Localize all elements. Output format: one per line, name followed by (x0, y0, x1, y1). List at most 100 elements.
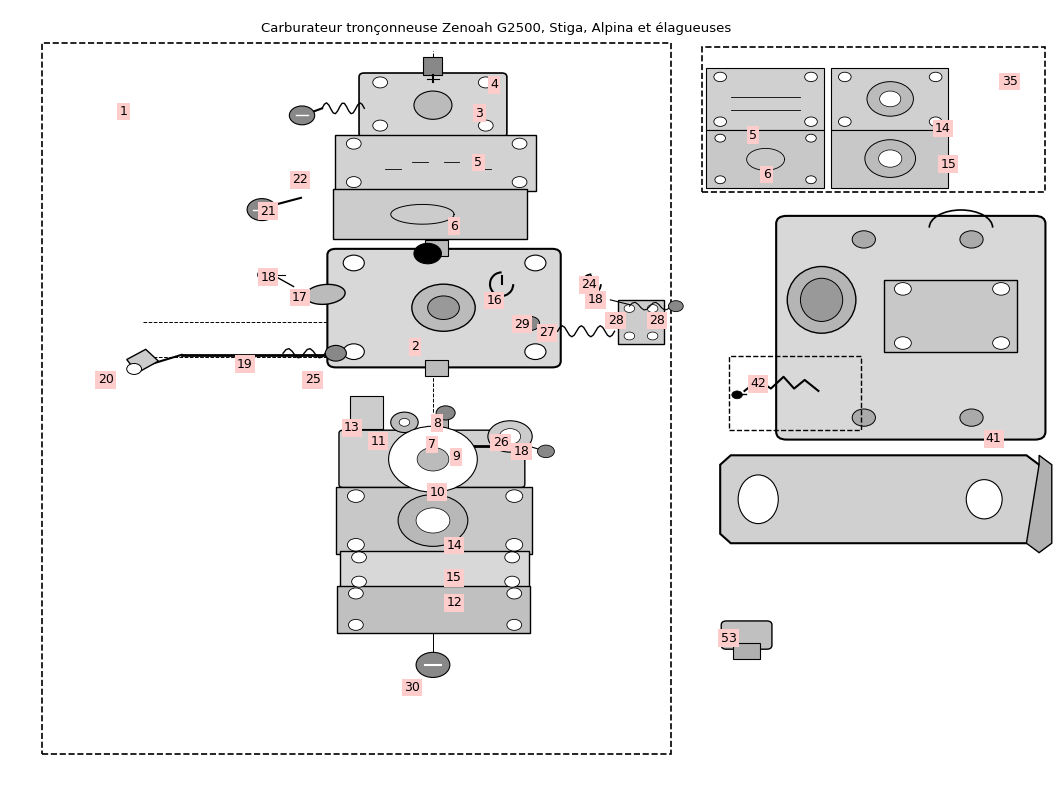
Text: 4: 4 (490, 78, 498, 91)
Text: 6: 6 (762, 168, 771, 181)
Circle shape (416, 508, 450, 533)
Circle shape (624, 305, 635, 312)
Polygon shape (720, 455, 1039, 543)
Circle shape (647, 305, 658, 312)
Text: 29: 29 (514, 318, 529, 330)
Text: 20: 20 (97, 374, 114, 386)
Text: 18: 18 (513, 445, 530, 458)
Circle shape (505, 552, 520, 563)
Circle shape (525, 344, 546, 360)
Text: 5: 5 (474, 156, 483, 169)
Circle shape (343, 255, 364, 271)
FancyBboxPatch shape (884, 280, 1017, 352)
Circle shape (373, 77, 388, 88)
Circle shape (347, 539, 364, 551)
Text: 6: 6 (450, 220, 458, 232)
FancyBboxPatch shape (831, 130, 948, 188)
Circle shape (668, 301, 683, 312)
FancyBboxPatch shape (776, 216, 1045, 440)
Circle shape (398, 495, 468, 546)
Circle shape (993, 337, 1010, 349)
Text: 13: 13 (344, 422, 359, 434)
Circle shape (416, 652, 450, 677)
FancyBboxPatch shape (359, 73, 507, 137)
FancyBboxPatch shape (425, 360, 448, 376)
Text: 27: 27 (539, 327, 555, 339)
Text: 10: 10 (429, 486, 446, 498)
FancyBboxPatch shape (336, 487, 532, 554)
Text: 2: 2 (411, 341, 419, 353)
Text: 22: 22 (293, 173, 307, 186)
Circle shape (247, 199, 277, 221)
Circle shape (412, 284, 475, 331)
Circle shape (258, 268, 275, 281)
Circle shape (714, 117, 727, 126)
Text: 17: 17 (291, 291, 308, 304)
Circle shape (499, 429, 521, 444)
Circle shape (838, 117, 851, 126)
FancyBboxPatch shape (340, 551, 529, 589)
Text: 18: 18 (587, 294, 604, 306)
Circle shape (512, 138, 527, 149)
Circle shape (852, 231, 875, 248)
Circle shape (993, 283, 1010, 295)
Circle shape (417, 447, 449, 471)
Circle shape (352, 552, 366, 563)
Text: 28: 28 (607, 314, 624, 327)
FancyBboxPatch shape (831, 68, 948, 130)
Polygon shape (127, 349, 158, 373)
Text: 53: 53 (720, 632, 737, 644)
Circle shape (852, 409, 875, 426)
Circle shape (478, 120, 493, 131)
Text: 14: 14 (936, 122, 950, 135)
Text: 11: 11 (371, 435, 385, 447)
Text: 28: 28 (648, 314, 665, 327)
Ellipse shape (787, 267, 856, 334)
FancyBboxPatch shape (721, 621, 772, 649)
FancyBboxPatch shape (618, 300, 664, 344)
FancyBboxPatch shape (335, 135, 536, 191)
Text: 24: 24 (582, 279, 597, 291)
FancyBboxPatch shape (425, 240, 448, 256)
Circle shape (879, 150, 902, 167)
Text: Carburateur tronçonneuse Zenoah G2500, Stiga, Alpina et élagueuses: Carburateur tronçonneuse Zenoah G2500, S… (261, 22, 732, 35)
Circle shape (521, 316, 540, 330)
Circle shape (867, 82, 913, 116)
Text: 16: 16 (487, 294, 502, 307)
Circle shape (512, 177, 527, 188)
Circle shape (478, 77, 493, 88)
Text: 12: 12 (447, 597, 461, 609)
Text: 3: 3 (475, 107, 484, 119)
Text: 19: 19 (238, 358, 252, 371)
Text: 18: 18 (260, 271, 277, 283)
Ellipse shape (800, 279, 843, 322)
Text: 42: 42 (751, 378, 766, 390)
Text: 7: 7 (428, 438, 436, 451)
FancyBboxPatch shape (337, 586, 530, 633)
Text: 15: 15 (940, 158, 957, 170)
Circle shape (414, 243, 441, 264)
Circle shape (391, 412, 418, 433)
Circle shape (414, 91, 452, 119)
Circle shape (806, 134, 816, 142)
Text: 14: 14 (447, 539, 461, 552)
FancyBboxPatch shape (333, 189, 527, 239)
Text: 25: 25 (304, 374, 321, 386)
Text: 8: 8 (433, 417, 441, 429)
FancyBboxPatch shape (423, 57, 442, 75)
Circle shape (389, 426, 477, 492)
Circle shape (929, 117, 942, 126)
Circle shape (399, 418, 410, 426)
FancyBboxPatch shape (706, 130, 824, 188)
FancyBboxPatch shape (706, 68, 824, 130)
FancyBboxPatch shape (350, 396, 383, 429)
FancyBboxPatch shape (733, 643, 760, 659)
Text: 35: 35 (1001, 75, 1018, 88)
Circle shape (507, 619, 522, 630)
Ellipse shape (488, 421, 532, 452)
Circle shape (352, 576, 366, 587)
Circle shape (732, 391, 742, 399)
Circle shape (346, 138, 361, 149)
Text: 15: 15 (446, 571, 463, 584)
Circle shape (289, 106, 315, 125)
